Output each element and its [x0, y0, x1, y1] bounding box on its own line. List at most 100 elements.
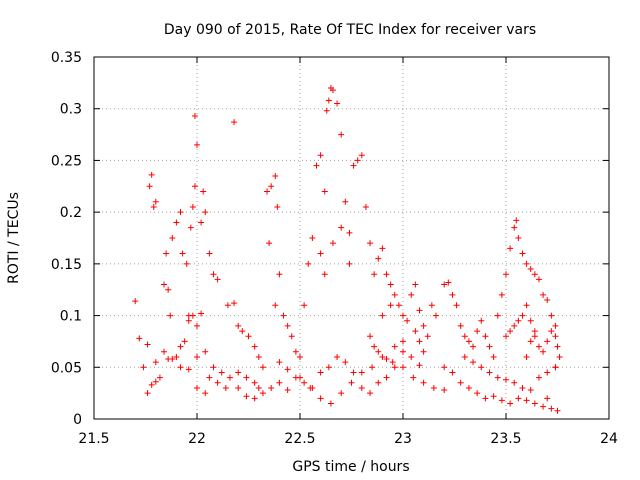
data-point-marker [494, 312, 501, 319]
data-point-marker [288, 333, 295, 340]
data-point-marker [513, 217, 520, 224]
data-point-marker [527, 266, 534, 273]
data-point-marker [206, 250, 213, 257]
data-point-marker [478, 364, 485, 371]
data-point-marker [274, 203, 281, 210]
data-point-marker [317, 152, 324, 159]
data-point-marker [173, 353, 180, 360]
data-point-marker [321, 271, 328, 278]
y-tick-label: 0.25 [51, 153, 82, 169]
data-point-marker [191, 112, 198, 119]
data-point-marker [152, 378, 159, 385]
data-point-marker [523, 260, 530, 267]
data-point-marker [503, 333, 509, 340]
data-point-marker [309, 235, 316, 241]
data-point-marker [148, 381, 155, 388]
data-point-marker [400, 312, 406, 319]
data-point-marker [449, 369, 456, 376]
data-point-marker [519, 384, 526, 391]
data-point-marker [338, 224, 345, 231]
data-point-marker [235, 384, 242, 391]
data-point-marker [284, 366, 291, 373]
data-point-marker [416, 338, 423, 345]
data-point-marker [292, 374, 299, 381]
data-point-marker [449, 291, 456, 298]
data-point-marker [185, 366, 192, 373]
data-point-marker [507, 245, 514, 252]
data-point-marker [169, 235, 176, 241]
x-tick-label: 24 [600, 431, 618, 447]
data-point-marker [179, 250, 186, 257]
data-point-marker [531, 271, 538, 278]
data-point-marker [367, 333, 374, 340]
data-point-marker [371, 271, 378, 278]
data-point-marker [334, 100, 341, 107]
data-point-marker [235, 322, 242, 329]
data-point-marker [519, 250, 526, 257]
data-point-marker [482, 333, 489, 340]
data-point-marker [362, 203, 369, 210]
data-point-marker [338, 131, 345, 138]
data-point-marker [194, 322, 200, 329]
data-point-marker [457, 379, 464, 386]
data-point-marker [554, 343, 561, 350]
data-point-marker [152, 198, 159, 205]
data-point-marker [231, 119, 238, 126]
data-point-marker [430, 384, 437, 391]
data-point-marker [474, 390, 481, 397]
x-axis-label: GPS time / hours [292, 459, 409, 475]
data-point-marker [441, 387, 448, 394]
data-point-marker [379, 245, 386, 252]
data-point-marker [163, 250, 170, 257]
data-point-marker [194, 384, 200, 391]
data-point-marker [383, 271, 390, 278]
data-point-marker [305, 260, 312, 267]
data-point-marker [420, 348, 427, 355]
data-point-marker [358, 369, 365, 376]
data-point-marker [461, 333, 468, 340]
data-point-marker [266, 240, 273, 247]
data-point-marker [400, 364, 406, 371]
data-point-marker [202, 209, 209, 216]
data-point-marker [535, 343, 542, 350]
data-point-marker [503, 376, 509, 383]
data-point-marker [552, 364, 559, 371]
data-point-marker [140, 364, 147, 371]
data-point-marker [424, 333, 431, 340]
data-point-marker [150, 203, 157, 210]
data-point-marker [507, 400, 514, 407]
data-point-marker [284, 387, 291, 394]
data-point-marker [152, 359, 159, 366]
y-tick-label: 0.1 [60, 309, 82, 325]
data-point-marker [187, 224, 194, 231]
data-point-marker [198, 219, 205, 226]
data-point-marker [548, 312, 555, 319]
data-point-marker [301, 379, 308, 386]
data-point-marker [474, 328, 481, 335]
data-point-marker [346, 260, 353, 267]
y-tick-label: 0.35 [51, 50, 82, 66]
data-point-marker [540, 291, 547, 298]
data-point-marker [523, 302, 530, 309]
data-point-marker [189, 312, 196, 319]
data-point-marker [410, 374, 417, 381]
data-point-marker [531, 328, 538, 335]
data-point-marker [165, 286, 172, 293]
data-point-marker [342, 359, 349, 366]
data-point-marker [165, 356, 172, 363]
grid-lines [94, 57, 609, 419]
data-point-marker [367, 390, 374, 397]
data-point-marker [136, 335, 143, 342]
data-point-marker [544, 338, 551, 345]
x-tick-label: 21.5 [78, 431, 109, 447]
data-point-marker [535, 276, 542, 283]
data-point-marker [251, 395, 258, 402]
data-point-marker [494, 374, 501, 381]
chart-title: Day 090 of 2015, Rate Of TEC Index for r… [164, 22, 536, 38]
data-point-marker [309, 384, 316, 391]
data-point-marker [239, 328, 246, 335]
data-point-marker [222, 384, 229, 391]
x-tick-label: 23 [394, 431, 412, 447]
data-point-marker [498, 397, 505, 404]
